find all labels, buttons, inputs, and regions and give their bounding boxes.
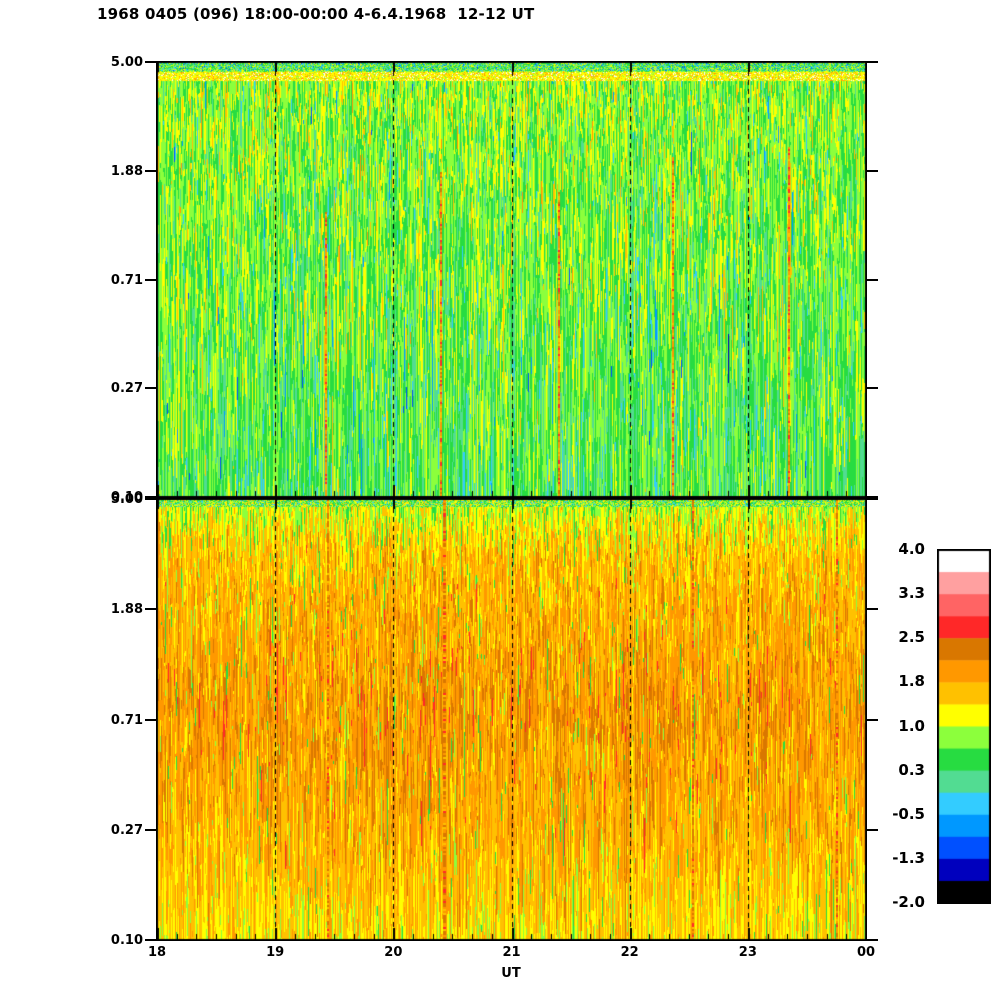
x-axis-title: UT: [501, 966, 521, 981]
spectrogram-panel-top: [156, 61, 867, 498]
y-tick-label: 0.71: [110, 712, 143, 728]
colorbar-tick-label: 1.8: [898, 672, 925, 691]
colorbar-tick-label: 4.0: [898, 540, 925, 558]
y-axis-tick-right: [867, 278, 878, 281]
y-axis-tick: [145, 496, 156, 498]
colorbar-tick-label: 2.5: [898, 628, 925, 647]
y-axis-tick-right: [867, 939, 878, 941]
x-tick-label: 00: [856, 945, 876, 960]
colorbar-tick-label: 1.0: [898, 716, 925, 735]
y-axis-tick: [145, 498, 156, 500]
y-axis-tick-right: [867, 498, 878, 500]
plot-title: 1968 0405 (096) 18:00-00:00 4-6.4.1968 1…: [97, 5, 535, 23]
y-tick-label: 1.88: [110, 602, 143, 618]
x-tick-label: 23: [738, 945, 757, 960]
x-tick-label: 20: [384, 945, 403, 960]
y-tick-label: 0.27: [110, 381, 143, 397]
y-tick-label: 5.00: [110, 492, 143, 507]
y-tick-label: 0.71: [110, 272, 143, 288]
y-axis-tick-right: [867, 169, 878, 172]
y-tick-label: 1.88: [110, 163, 143, 179]
x-tick-label: 19: [266, 945, 285, 960]
x-tick-label: 21: [502, 945, 521, 960]
y-axis-tick: [145, 387, 156, 390]
y-axis-tick: [145, 939, 156, 941]
colorbar: [937, 549, 991, 904]
y-axis-tick-right: [867, 496, 878, 498]
y-axis-tick-right: [867, 61, 878, 63]
y-tick-label: 0.10: [110, 490, 143, 505]
y-axis-tick: [145, 61, 156, 63]
y-tick-label: 5.00: [110, 55, 143, 70]
y-axis-tick: [145, 278, 156, 281]
colorbar-tick-label: -1.3: [892, 848, 925, 867]
colorbar-tick-label: 0.3: [898, 760, 925, 779]
x-tick-label: 18: [147, 945, 167, 960]
y-axis-tick: [145, 608, 156, 611]
colorbar-tick-label: -2.0: [892, 893, 925, 911]
y-axis-tick-right: [867, 608, 878, 611]
y-axis-tick-right: [867, 828, 878, 831]
x-tick-label: 22: [620, 945, 639, 960]
colorbar-tick-label: 3.3: [898, 584, 925, 603]
y-tick-label: 0.10: [110, 933, 143, 948]
y-axis-tick: [145, 828, 156, 831]
colorbar-tick-label: -0.5: [892, 804, 925, 823]
y-axis-tick-right: [867, 718, 878, 721]
spectrogram-panel-bottom: [156, 498, 867, 941]
y-axis-tick-right: [867, 387, 878, 390]
y-tick-label: 0.27: [110, 822, 143, 838]
y-axis-tick: [145, 169, 156, 172]
y-axis-tick: [145, 718, 156, 721]
